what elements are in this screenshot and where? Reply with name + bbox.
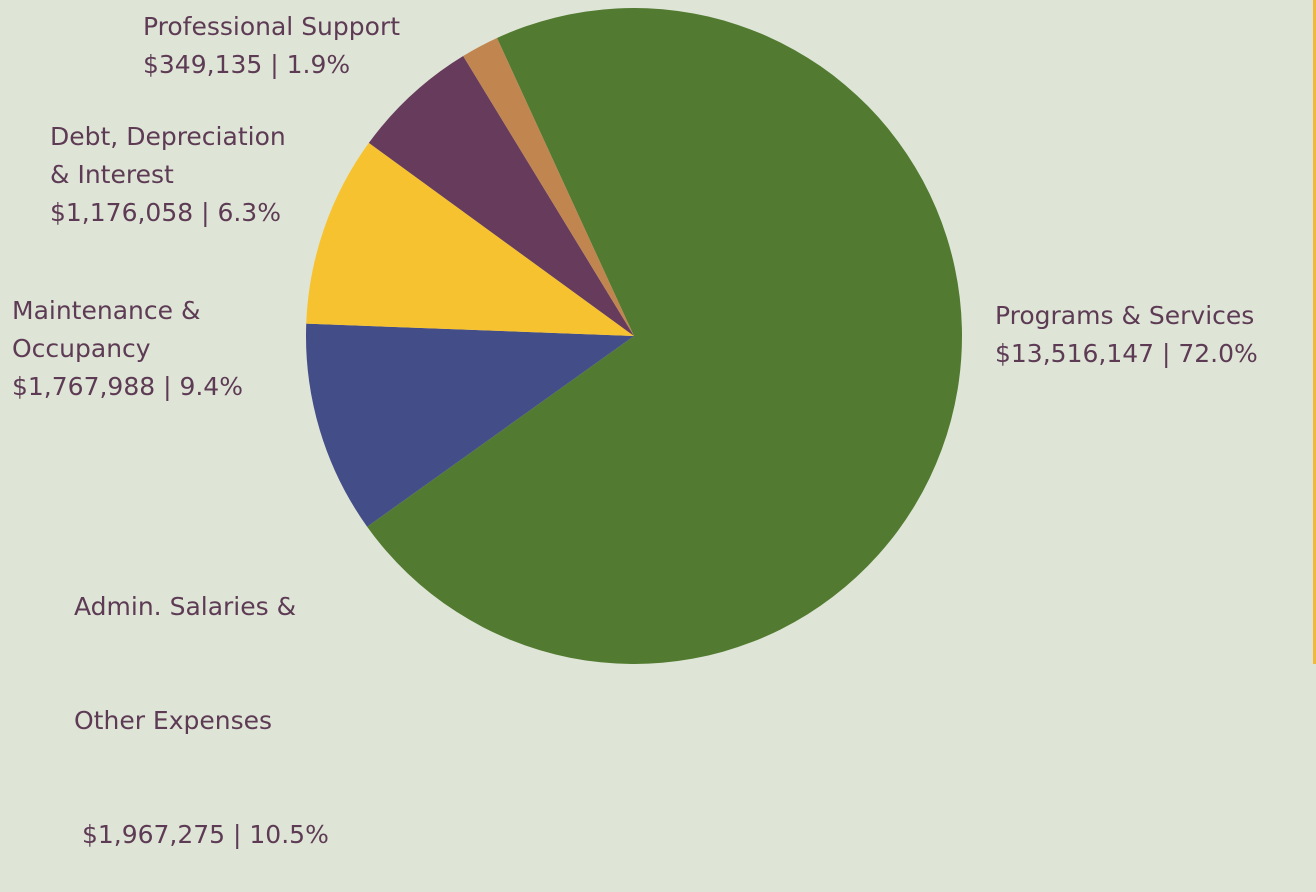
label-value: $1,967,275 | 10.5% [74,820,329,849]
label-line: Debt, Depreciation [50,122,286,151]
label-value: $13,516,147 | 72.0% [995,339,1258,368]
label-line: Other Expenses [74,706,273,735]
label-line: Admin. Salaries & [74,592,297,621]
pie-slice-maintenance-occupancy [306,142,634,336]
label-value: $1,176,058 | 6.3% [50,198,281,227]
label-line: & Interest [50,160,174,189]
label-line: Programs & Services [995,301,1255,330]
label-debt-depreciation: Debt, Depreciation & Interest $1,176,058… [50,118,286,232]
pie-slice-debt-depreciation-interest [368,56,634,337]
label-value: $1,767,988 | 9.4% [12,372,243,401]
label-value: $349,135 | 1.9% [143,50,351,79]
label-professional-support: Professional Support $349,135 | 1.9% [143,8,400,84]
label-line: Professional Support [143,12,401,41]
label-line: Occupancy [12,334,151,363]
label-admin-salaries: Admin. Salaries & Other Expenses $1,967,… [74,512,329,892]
pie-slice-professional-support [463,37,634,336]
label-programs-services: Programs & Services $13,516,147 | 72.0% [995,297,1258,373]
pie-slice-admin-salaries-other-expenses [306,323,634,527]
label-maintenance-occupancy: Maintenance & Occupancy $1,767,988 | 9.4… [12,292,243,406]
pie-slice-programs-services [367,7,963,664]
accent-edge [1313,0,1316,664]
pie-chart [306,7,963,664]
label-line: Maintenance & [12,296,201,325]
